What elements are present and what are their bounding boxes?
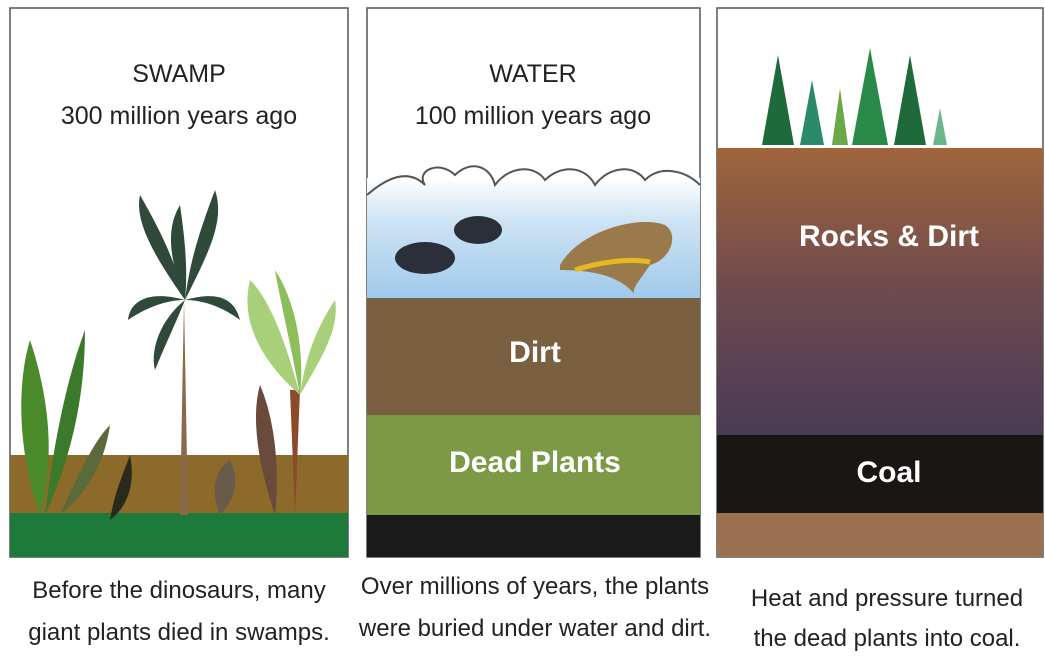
- grass-layer: [10, 513, 348, 557]
- rock-layer: [717, 148, 1043, 435]
- diagram: SWAMP 300 million years ago WATER 100 mi…: [0, 0, 1045, 657]
- caption-line: were buried under water and dirt.: [358, 615, 711, 642]
- layer-label: Coal: [856, 456, 921, 489]
- panel-subtitle: 300 million years ago: [61, 102, 297, 130]
- panel-coal: Rocks & Dirt Coal: [717, 8, 1043, 557]
- panel-swamp: SWAMP 300 million years ago: [10, 8, 348, 557]
- caption-line: giant plants died in swamps.: [28, 619, 330, 646]
- layer-label: Dirt: [509, 336, 561, 369]
- caption-line: the dead plants into coal.: [754, 625, 1021, 652]
- bottom-layer: [717, 513, 1043, 557]
- layer-label: Dead Plants: [449, 446, 621, 479]
- caption-line: Before the dinosaurs, many: [32, 577, 326, 604]
- bottom-layer: [367, 515, 700, 557]
- caption-line: Heat and pressure turned: [751, 585, 1023, 612]
- layer-label: Rocks & Dirt: [799, 220, 979, 253]
- panel-title: WATER: [489, 60, 577, 88]
- caption-line: Over millions of years, the plants: [361, 573, 709, 600]
- panel-water: WATER 100 million years ago Dirt Dead Pl…: [367, 8, 700, 557]
- panel-subtitle: 100 million years ago: [415, 102, 651, 130]
- panel-title: SWAMP: [132, 60, 226, 88]
